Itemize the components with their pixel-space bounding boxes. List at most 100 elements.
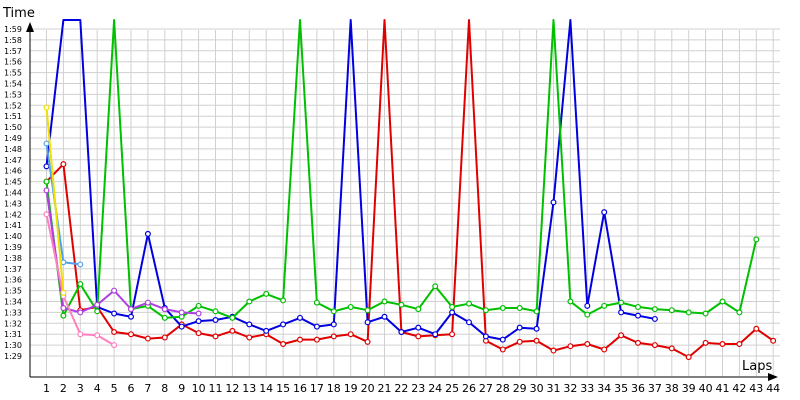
data-point xyxy=(719,298,726,305)
data-point xyxy=(449,331,456,338)
data-point xyxy=(77,281,84,288)
data-point xyxy=(516,338,523,345)
data-point xyxy=(111,310,118,317)
y-tick-label: 1:49 xyxy=(4,134,22,143)
data-point xyxy=(111,329,118,336)
y-tick-label: 1:45 xyxy=(4,178,22,187)
data-point xyxy=(280,297,287,304)
data-point xyxy=(161,334,168,341)
data-point xyxy=(499,346,506,353)
data-point xyxy=(415,324,422,331)
data-point xyxy=(246,298,253,305)
data-point xyxy=(161,306,168,313)
x-axis-arrow xyxy=(768,373,778,381)
data-point xyxy=(195,330,202,337)
data-point xyxy=(313,336,320,343)
x-tick-label: 15 xyxy=(276,382,290,395)
x-tick-label: 23 xyxy=(411,382,425,395)
data-point xyxy=(212,317,219,324)
x-tick-label: 32 xyxy=(563,382,577,395)
x-tick-labels: 1 2 3 4 5 6 7 8 9 10 11 12 13 14 15 16 17 18 19 20 21 22 23 24 2… xyxy=(43,382,780,395)
data-point xyxy=(584,311,591,318)
data-point xyxy=(60,161,67,168)
data-point xyxy=(668,345,675,352)
x-tick-label: 26 xyxy=(462,382,476,395)
x-tick-label: 2 xyxy=(60,382,67,395)
data-point xyxy=(263,327,270,334)
data-point xyxy=(178,323,185,330)
data-point xyxy=(449,309,456,316)
y-tick-label: 1:42 xyxy=(4,210,22,219)
data-point xyxy=(618,309,625,316)
x-tick-label: 20 xyxy=(361,382,375,395)
data-point xyxy=(432,331,439,338)
data-point xyxy=(634,339,641,346)
data-point xyxy=(144,230,151,237)
data-point xyxy=(77,331,84,338)
x-tick-label: 11 xyxy=(209,382,223,395)
x-tick-label: 27 xyxy=(479,382,493,395)
x-tick-label: 24 xyxy=(428,382,442,395)
data-point xyxy=(144,335,151,342)
data-point xyxy=(128,331,135,338)
x-tick-label: 22 xyxy=(394,382,408,395)
data-point xyxy=(499,305,506,312)
x-tick-label: 34 xyxy=(597,382,611,395)
data-point xyxy=(398,329,405,336)
data-point xyxy=(618,299,625,306)
y-tick-label: 1:33 xyxy=(4,308,22,317)
series-line xyxy=(45,107,65,293)
y-tick-label: 1:44 xyxy=(4,189,22,198)
x-tick-label: 6 xyxy=(128,382,135,395)
data-point xyxy=(685,309,692,316)
series-line xyxy=(45,190,199,315)
data-point xyxy=(347,331,354,338)
data-point xyxy=(432,283,439,290)
y-tick-label: 1:29 xyxy=(4,352,22,361)
data-point xyxy=(770,337,777,344)
data-point xyxy=(702,339,709,346)
data-point xyxy=(330,321,337,328)
y-tick-label: 1:37 xyxy=(4,265,22,274)
y-tick-label: 1:39 xyxy=(4,243,22,252)
y-tick-label: 1:32 xyxy=(4,319,22,328)
data-point xyxy=(60,289,67,296)
data-point xyxy=(43,104,50,111)
data-point xyxy=(313,323,320,330)
data-point xyxy=(195,318,202,325)
x-tick-label: 36 xyxy=(631,382,645,395)
data-point xyxy=(43,211,50,218)
data-point xyxy=(246,334,253,341)
data-point xyxy=(94,308,101,315)
data-point xyxy=(618,332,625,339)
y-axis-title: Time xyxy=(2,6,35,21)
data-point xyxy=(516,324,523,331)
x-tick-label: 44 xyxy=(766,382,780,395)
data-point xyxy=(482,333,489,340)
y-tick-label: 1:59 xyxy=(4,25,22,34)
x-tick-label: 35 xyxy=(614,382,628,395)
x-tick-label: 17 xyxy=(310,382,324,395)
data-point xyxy=(43,187,50,194)
y-tick-labels: 1:29 1:30 1:31 1:32 1:331:34 1:35 1:36 1:37 1:38… xyxy=(4,25,22,361)
x-tick-label: 37 xyxy=(648,382,662,395)
y-tick-label: 1:50 xyxy=(4,123,22,132)
data-point xyxy=(719,341,726,348)
data-point xyxy=(280,321,287,328)
data-point xyxy=(77,309,84,316)
data-point xyxy=(280,341,287,348)
data-point xyxy=(533,325,540,332)
y-tick-label: 1:30 xyxy=(4,341,22,350)
data-point xyxy=(246,321,253,328)
y-tick-label: 1:31 xyxy=(4,330,22,339)
data-point xyxy=(499,336,506,343)
y-tick-label: 1:57 xyxy=(4,47,22,56)
data-point xyxy=(60,305,67,312)
x-tick-label: 40 xyxy=(699,382,713,395)
grid xyxy=(30,28,780,376)
x-tick-label: 14 xyxy=(259,382,273,395)
x-tick-label: 5 xyxy=(111,382,118,395)
data-point xyxy=(601,209,608,216)
data-point xyxy=(43,163,50,170)
data-point xyxy=(144,299,151,306)
